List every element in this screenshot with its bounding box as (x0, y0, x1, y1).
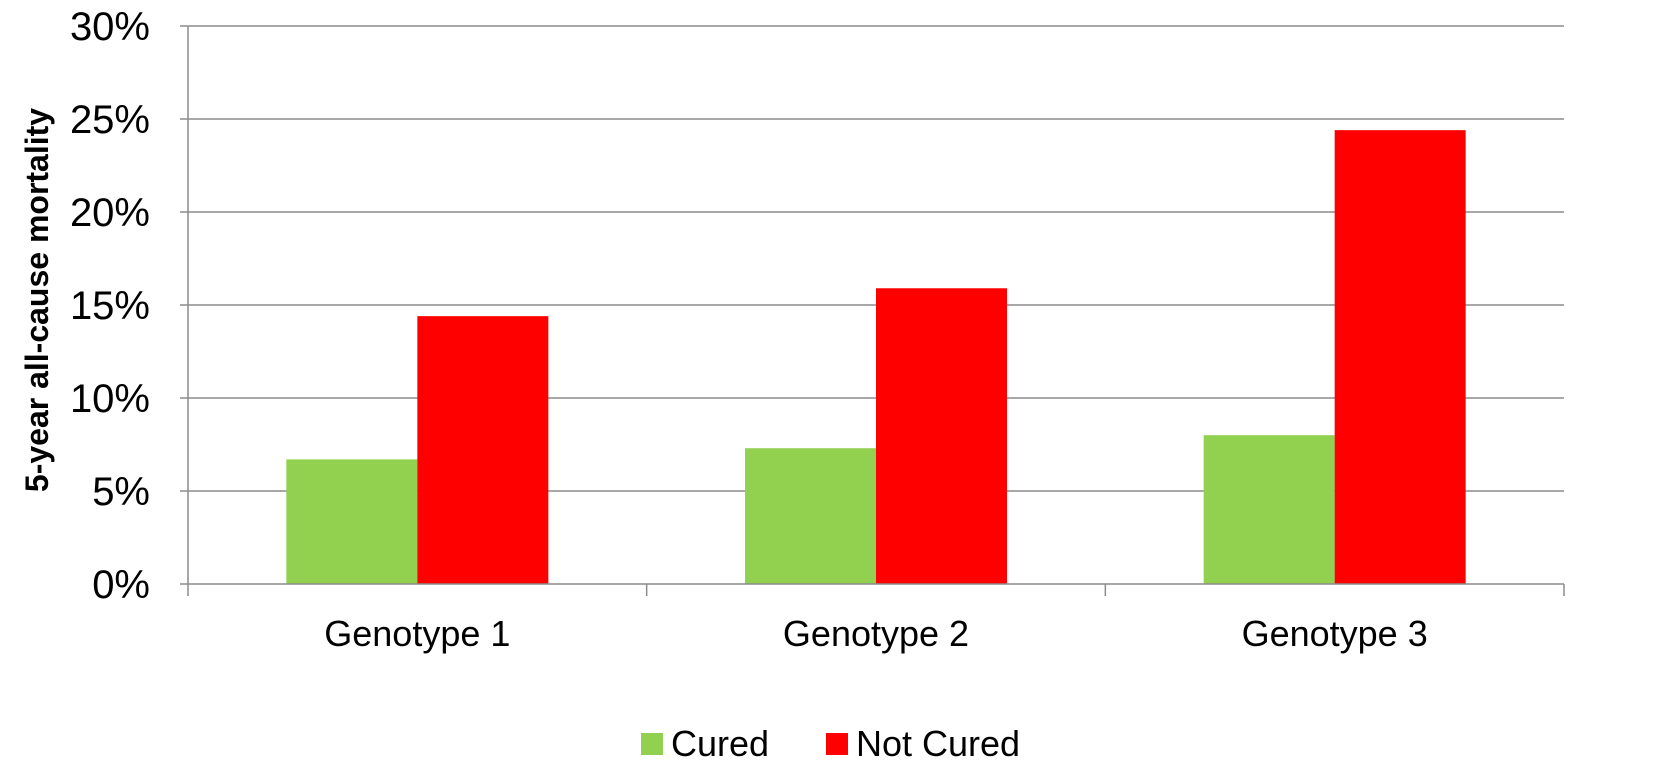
bar-cured (745, 448, 876, 584)
y-tick-labels: 0% 5% 10% 15% 20% 25% 30% (70, 5, 150, 607)
y-axis-title: 5-year all-cause mortality (19, 108, 55, 492)
x-tick-label: Genotype 2 (783, 613, 969, 654)
x-tick-label: Genotype 3 (1242, 613, 1428, 654)
y-tick-label: 0% (92, 563, 150, 607)
y-tick-label: 15% (70, 284, 150, 328)
axes (187, 26, 1565, 596)
legend-swatch (641, 733, 663, 755)
bar-not-cured (876, 288, 1007, 584)
y-tick-label: 5% (92, 470, 150, 514)
y-tick-label: 20% (70, 191, 150, 235)
bars (286, 130, 1466, 584)
x-tick-label: Genotype 1 (324, 613, 510, 654)
legend-label: Not Cured (856, 723, 1020, 764)
bar-not-cured (1334, 130, 1466, 584)
y-tick-label: 30% (70, 5, 150, 49)
x-tick-labels: Genotype 1 Genotype 2 Genotype 3 (324, 613, 1427, 654)
bar-cured (286, 459, 418, 584)
y-tick-label: 25% (70, 98, 150, 142)
legend-label: Cured (671, 723, 769, 764)
y-tick-label: 10% (70, 377, 150, 421)
legend: Cured Not Cured (641, 723, 1020, 764)
bar-cured (1203, 435, 1335, 584)
legend-swatch (826, 733, 848, 755)
bar-not-cured (417, 316, 549, 584)
